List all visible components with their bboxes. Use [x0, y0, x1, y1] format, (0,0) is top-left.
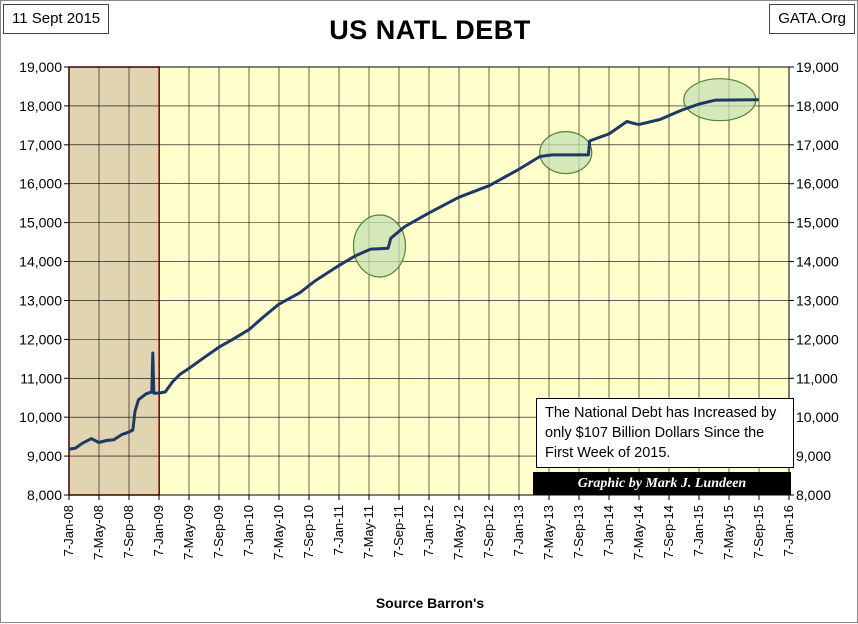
y-tick-label-right: 8,000: [796, 487, 831, 503]
y-tick-label-left: 15,000: [19, 215, 62, 231]
x-axis-title: Source Barron's: [375, 595, 485, 611]
x-tick-label: 7-May-10: [271, 505, 286, 560]
x-tick-label: 7-Sep-14: [661, 505, 676, 558]
y-tick-label-left: 14,000: [19, 254, 62, 270]
x-tick-label: 7-Jan-16: [781, 505, 796, 556]
y-tick-label-right: 11,000: [796, 370, 838, 386]
y-tick-label-left: 11,000: [20, 370, 62, 386]
y-tick-label-right: 19,000: [796, 59, 839, 75]
x-tick-label: 7-Sep-12: [481, 505, 496, 558]
x-tick-label: 7-Jan-09: [151, 505, 166, 556]
y-tick-label-right: 18,000: [796, 98, 839, 114]
y-axis-right: 8,000 9,000 10,000 11,000 12,000 13,000 14,000…: [789, 59, 839, 503]
x-tick-label: 7-Jan-15: [691, 505, 706, 556]
source-label: GATA.Org: [769, 4, 855, 34]
y-axis-left: 8,000 9,000 10,000 11,000 12,000 13,000 14,000…: [19, 59, 69, 503]
y-tick-label-right: 17,000: [796, 137, 839, 153]
credit-banner: Graphic by Mark J. Lundeen: [533, 472, 791, 495]
x-tick-label: 7-Sep-11: [391, 505, 406, 558]
x-tick-label: 7-May-11: [361, 505, 376, 559]
y-tick-label-left: 13,000: [19, 292, 62, 308]
shaded-region: [68, 66, 160, 496]
x-tick-label: 7-Sep-13: [571, 505, 586, 558]
y-tick-label-right: 16,000: [796, 176, 839, 192]
x-tick-label: 7-Jan-08: [61, 505, 76, 556]
y-tick-label-left: 12,000: [19, 331, 62, 347]
horizontal-gridlines: [69, 105, 789, 457]
x-tick-label: 7-May-12: [451, 505, 466, 560]
x-tick-label: 7-Jan-11: [331, 505, 346, 555]
y-tick-label-left: 8,000: [27, 487, 62, 503]
chart-title: US NATL DEBT: [329, 15, 531, 45]
x-tick-label: 7-Sep-15: [751, 505, 766, 558]
y-tick-label-right: 10,000: [796, 409, 839, 425]
y-tick-label-left: 16,000: [19, 176, 62, 192]
y-tick-label-right: 15,000: [796, 215, 839, 231]
highlight-ellipse: [539, 131, 593, 175]
x-tick-label: 7-Jan-13: [511, 505, 526, 556]
date-label: 11 Sept 2015: [3, 4, 110, 34]
y-tick-label-left: 19,000: [19, 59, 62, 75]
y-tick-label-right: 14,000: [796, 254, 839, 270]
annotation-box: The National Debt has Increased by only …: [536, 398, 794, 468]
x-tick-label: 7-May-09: [181, 505, 196, 560]
x-tick-label: 7-May-13: [541, 505, 556, 560]
highlight-ellipse: [352, 214, 407, 278]
y-tick-label-right: 13,000: [796, 292, 839, 308]
y-tick-label-left: 9,000: [27, 448, 62, 464]
x-tick-label: 7-Sep-08: [121, 505, 136, 558]
y-tick-label-left: 10,000: [19, 409, 62, 425]
x-tick-label: 7-May-15: [721, 505, 736, 560]
y-tick-label-right: 9,000: [796, 448, 831, 464]
y-tick-label-left: 17,000: [19, 137, 62, 153]
x-axis: 7-Jan-08 7-May-08 7-Sep-08 7-Jan-09 7-May-09…: [61, 495, 796, 560]
x-tick-label: 7-Jan-12: [421, 505, 436, 556]
x-tick-label: 7-Sep-10: [301, 505, 316, 558]
x-tick-label: 7-May-08: [91, 505, 106, 560]
x-tick-label: 7-Jan-10: [241, 505, 256, 556]
y-tick-label-right: 12,000: [796, 331, 839, 347]
x-tick-label: 7-Jan-14: [601, 505, 616, 556]
x-tick-label: 7-Sep-09: [211, 505, 226, 558]
x-tick-label: 7-May-14: [631, 505, 646, 560]
debt-series-line: [68, 98, 759, 451]
y-tick-label-left: 18,000: [19, 98, 62, 114]
